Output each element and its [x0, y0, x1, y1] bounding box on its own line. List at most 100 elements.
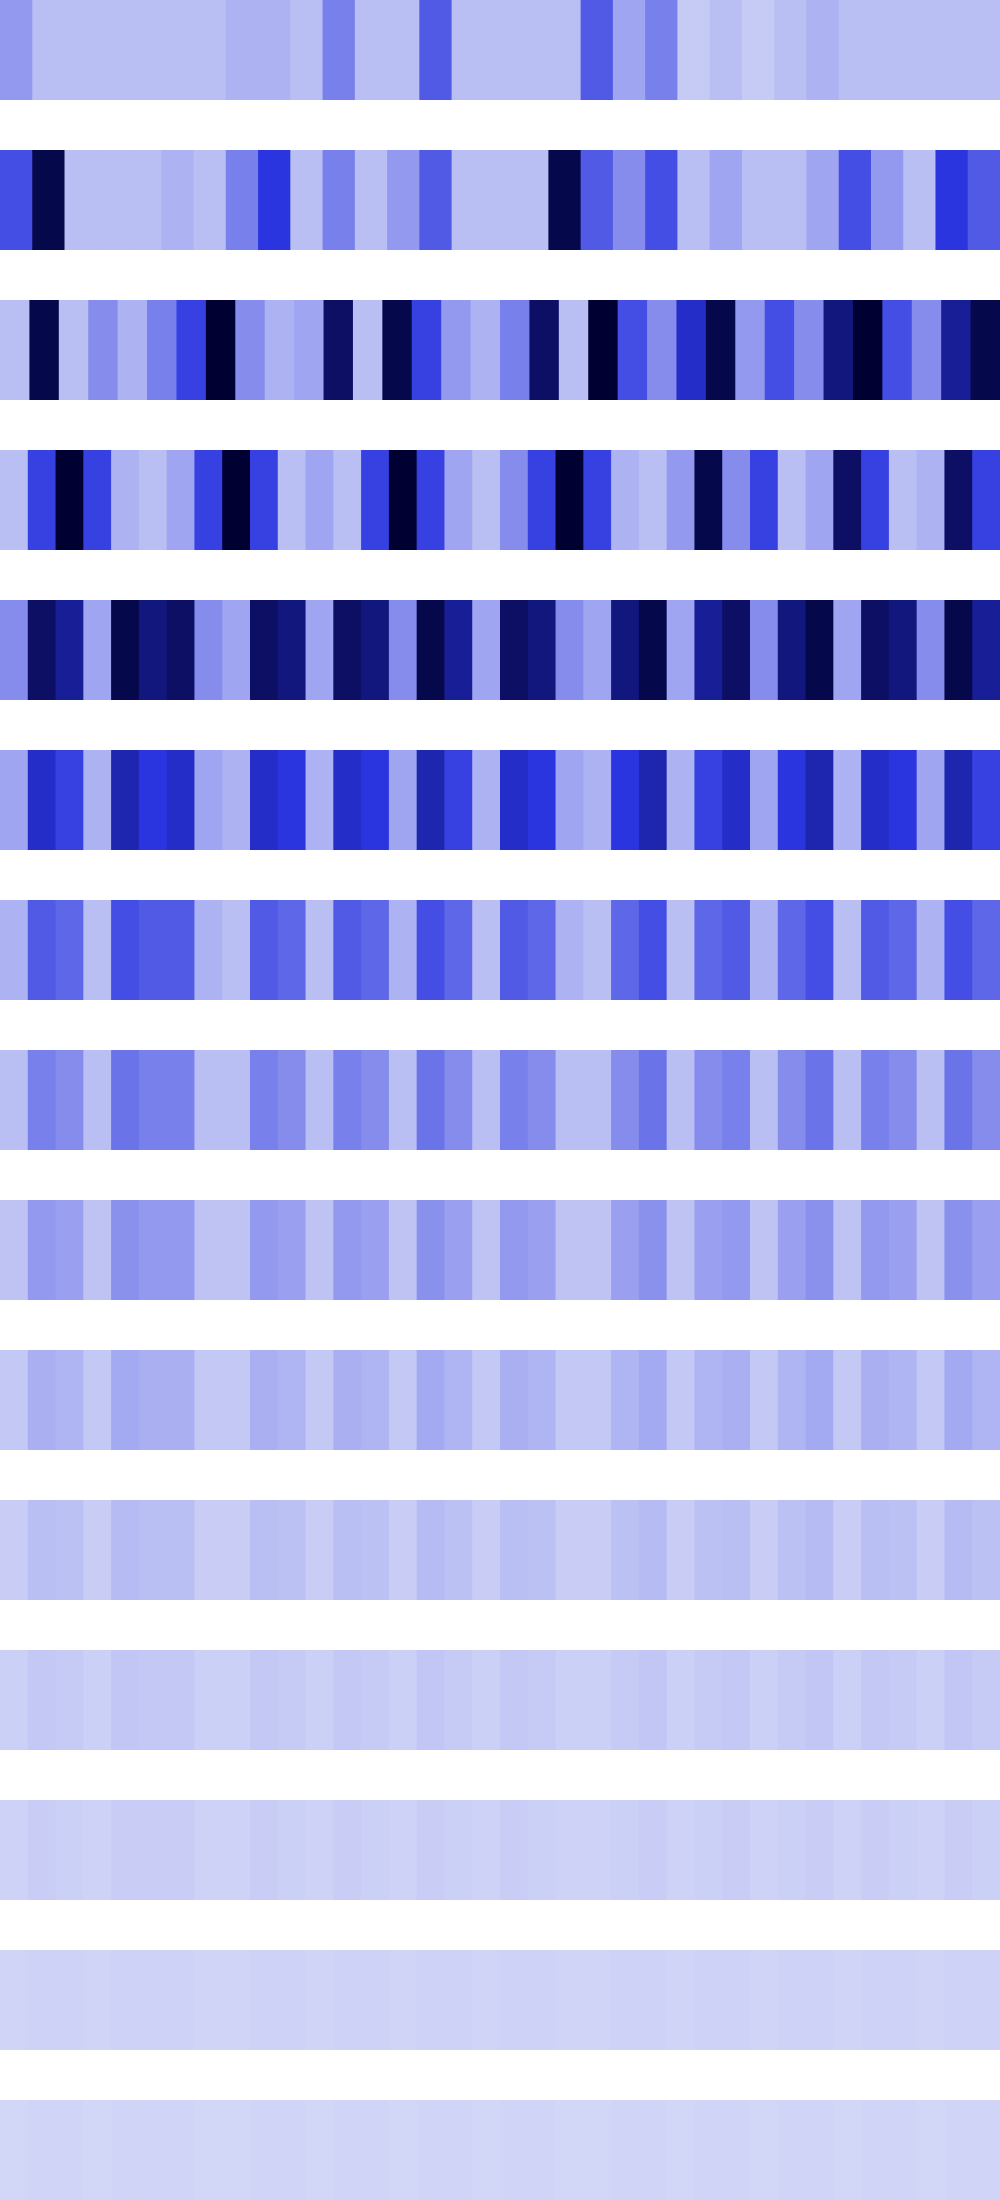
heatmap-cell	[322, 0, 356, 100]
heatmap-cell	[611, 1350, 640, 1450]
heatmap-cell	[805, 900, 834, 1000]
heatmap-cell	[861, 450, 890, 550]
heatmap-cell	[941, 300, 972, 400]
heatmap-cell	[558, 300, 589, 400]
heatmap-cell	[516, 150, 549, 250]
heatmap-cell	[500, 450, 529, 550]
heatmap-cell	[861, 1350, 890, 1450]
heatmap-cell	[333, 600, 362, 700]
heatmap-cell	[694, 600, 723, 700]
heatmap-cell	[444, 1650, 473, 1750]
heatmap-cell	[277, 750, 307, 850]
heatmap-cell	[388, 1500, 418, 1600]
heatmap-cell	[166, 600, 196, 700]
heatmap-row-5	[0, 600, 1000, 700]
heatmap-cell	[27, 600, 57, 700]
heatmap-cell	[888, 1800, 918, 1900]
heatmap-cell	[677, 150, 711, 250]
heatmap-cell	[96, 150, 130, 250]
heatmap-cell	[527, 900, 557, 1000]
heatmap-cell	[722, 1500, 751, 1600]
heatmap-cell	[416, 900, 446, 1000]
heatmap-cell	[27, 900, 57, 1000]
heatmap-cell	[416, 450, 446, 550]
heatmap-cell	[225, 150, 259, 250]
heatmap-cell	[555, 1650, 584, 1750]
heatmap-cell	[305, 1500, 334, 1600]
heatmap-cell	[666, 750, 696, 850]
heatmap-row-1	[0, 0, 1000, 100]
heatmap-cell	[138, 1800, 168, 1900]
heatmap-row-7	[0, 900, 1000, 1000]
heatmap-cell	[0, 1200, 29, 1300]
heatmap-cell	[750, 1800, 779, 1900]
heatmap-cell	[322, 150, 356, 250]
heatmap-cell	[194, 600, 223, 700]
heatmap-cell	[555, 1350, 584, 1450]
heatmap-cell	[277, 1650, 307, 1750]
heatmap-cell	[250, 750, 279, 850]
heatmap-cell	[709, 150, 743, 250]
heatmap-cell	[361, 1200, 390, 1300]
heatmap-cell	[777, 1500, 807, 1600]
heatmap-cell	[972, 2100, 1000, 2200]
heatmap-cell	[111, 2100, 140, 2200]
heatmap-cell	[352, 300, 383, 400]
heatmap-cell	[611, 1050, 640, 1150]
heatmap-cell	[111, 450, 140, 550]
heatmap-cell	[27, 1800, 57, 1900]
heatmap-cell	[138, 2100, 168, 2200]
heatmap-cell	[166, 1200, 196, 1300]
heatmap-cell	[500, 600, 529, 700]
heatmap-cell	[161, 150, 195, 250]
heatmap-cell	[83, 600, 112, 700]
heatmap-cell	[27, 1650, 57, 1750]
heatmap-cell	[419, 150, 453, 250]
heatmap-cell	[694, 1800, 723, 1900]
heatmap-cell	[388, 900, 418, 1000]
heatmap-cell	[500, 300, 531, 400]
heatmap-cell	[750, 1950, 779, 2050]
heatmap-cell	[838, 0, 872, 100]
heatmap-cell	[638, 750, 668, 850]
heatmap-row-6	[0, 750, 1000, 850]
heatmap-cell	[806, 150, 840, 250]
heatmap-cell	[333, 900, 362, 1000]
heatmap-row-10	[0, 1350, 1000, 1450]
heatmap-cell	[935, 150, 969, 250]
heatmap-row-13	[0, 1800, 1000, 1900]
heatmap-cell	[117, 300, 148, 400]
heatmap-cell	[250, 1950, 279, 2050]
heatmap-cell	[882, 300, 913, 400]
heatmap-cell	[250, 1050, 279, 1150]
heatmap-cell	[444, 900, 473, 1000]
heatmap-cell	[361, 1050, 390, 1150]
heatmap-cell	[444, 1800, 473, 1900]
heatmap-cell	[967, 150, 1000, 250]
heatmap-cell	[222, 1200, 251, 1300]
heatmap-cell	[805, 1200, 834, 1300]
heatmap-cell	[354, 0, 388, 100]
heatmap-cell	[750, 1200, 779, 1300]
heatmap-cell	[416, 1050, 446, 1150]
heatmap-cell	[205, 300, 236, 400]
heatmap-cell	[638, 1650, 668, 1750]
heatmap-cell	[361, 1950, 390, 2050]
heatmap-cell	[638, 1950, 668, 2050]
heatmap-cell	[361, 1650, 390, 1750]
heatmap-cell	[944, 1800, 973, 1900]
heatmap-cell	[472, 1950, 501, 2050]
heatmap-cell	[583, 900, 612, 1000]
heatmap-cell	[277, 1950, 307, 2050]
heatmap-cell	[612, 150, 646, 250]
heatmap-cell	[305, 600, 334, 700]
heatmap-cell	[55, 750, 84, 850]
heatmap-cell	[388, 1350, 418, 1450]
heatmap-cell	[888, 600, 918, 700]
heatmap-cell	[638, 1800, 668, 1900]
heatmap-cell	[55, 1650, 84, 1750]
heatmap-cell	[638, 600, 668, 700]
heatmap-cell	[888, 1650, 918, 1750]
heatmap-cell	[250, 600, 279, 700]
heatmap-cell	[916, 1200, 946, 1300]
